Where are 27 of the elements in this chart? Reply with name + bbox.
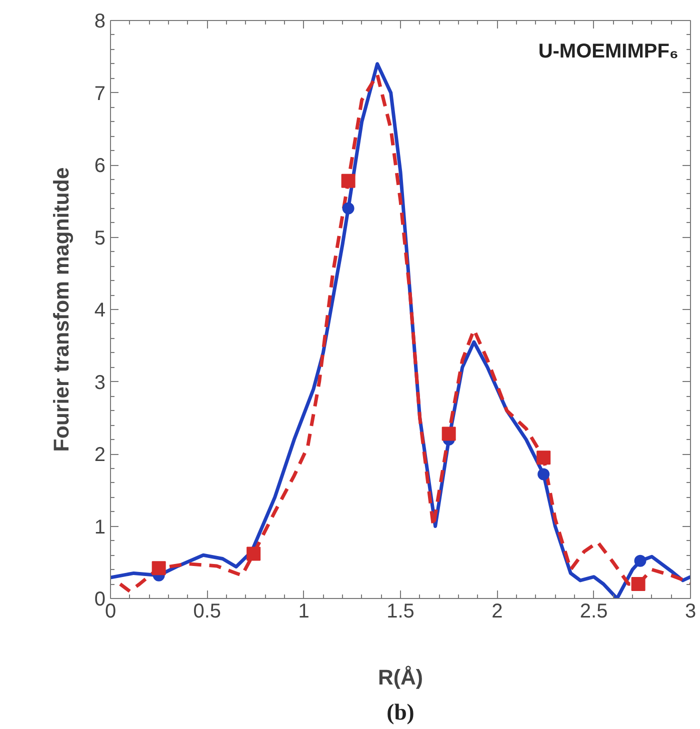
point [631,577,646,592]
x-tick-label: 0.5 [193,600,222,622]
x-tick-label: 2.5 [580,600,608,622]
y-tick-label: 2 [94,444,106,466]
point [152,561,166,576]
point [342,202,354,214]
y-tick-label: 7 [94,82,106,105]
point [538,468,550,480]
y-axis-title: Fourier transfom magnitude [49,167,74,452]
x-tick-label: 1.5 [386,600,414,622]
annotation: U-MOEMIMPF₆ [538,40,679,62]
point [246,546,261,561]
point [634,554,646,567]
point [536,450,551,465]
y-tick-label: 1 [94,516,106,538]
point [442,426,456,441]
x-tick-label: 3 [684,600,696,622]
y-tick-label: 8 [94,10,106,32]
x-tick-label: 1 [298,600,310,622]
y-tick-label: 5 [94,227,106,250]
y-tick-label: 4 [94,300,106,322]
y-tick-label: 3 [94,372,106,394]
y-tick-label: 6 [94,155,106,177]
x-axis-title: R(Å) [378,666,424,690]
point [341,174,356,188]
text: (b) [386,700,414,724]
x-tick-label: 2 [492,600,503,622]
